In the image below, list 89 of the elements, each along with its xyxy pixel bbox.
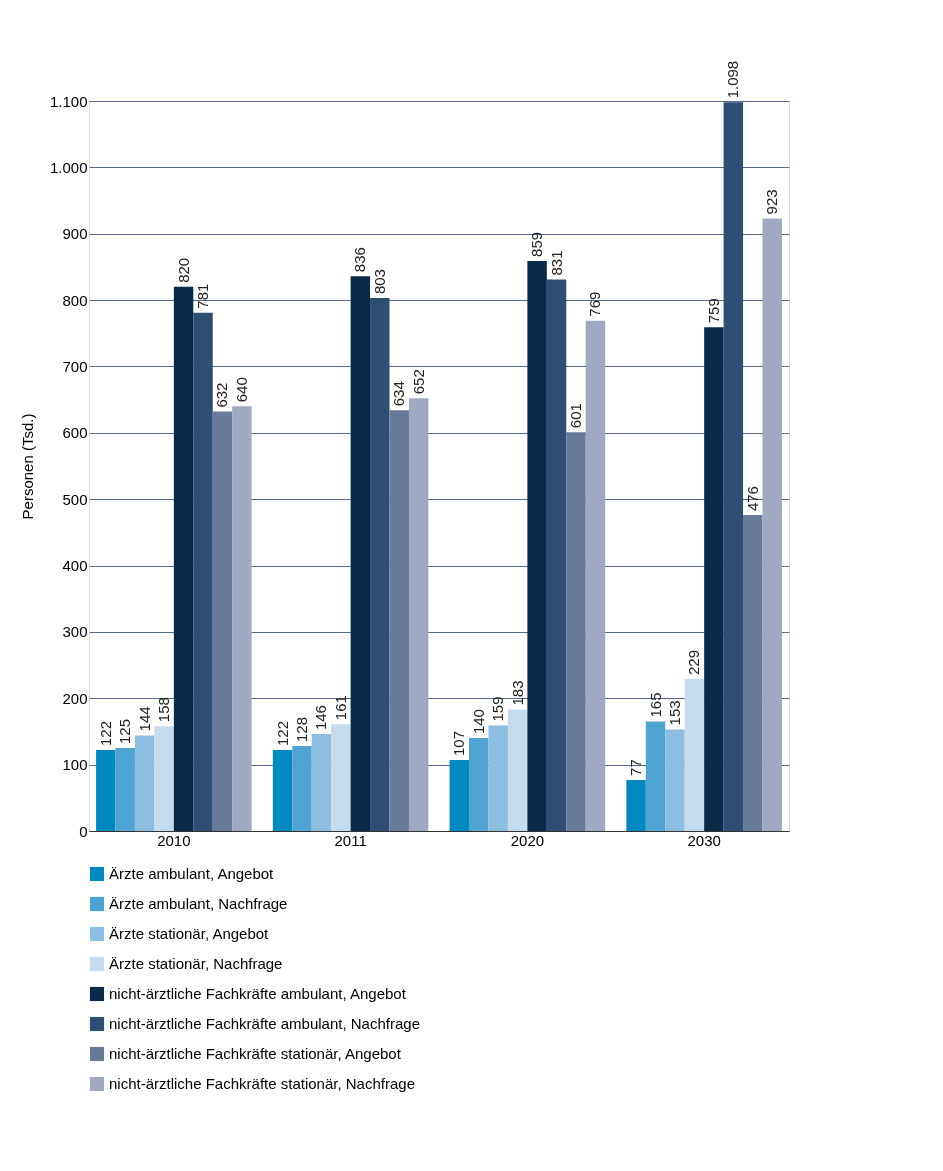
data-label: 128 — [293, 717, 311, 743]
bar — [645, 721, 666, 831]
legend-label: nicht-ärztliche Fachkräfte ambulant, Nachfrage — [109, 1015, 420, 1032]
data-label: 140 — [469, 709, 487, 735]
bar — [331, 724, 351, 831]
data-label: 1.098 — [724, 60, 742, 99]
bar — [154, 726, 174, 831]
legend-label: Ärzte ambulant, Nachfrage — [109, 895, 288, 912]
bar — [665, 729, 685, 831]
x-tick-label: 2020 — [510, 831, 545, 849]
bar — [134, 735, 155, 831]
bar — [370, 298, 390, 831]
data-label: 769 — [586, 291, 604, 317]
bar — [232, 406, 252, 831]
data-label: 634 — [390, 381, 408, 407]
bar — [527, 260, 547, 831]
bar — [96, 750, 116, 831]
data-label: 144 — [135, 706, 153, 732]
bar — [272, 750, 293, 831]
bar — [762, 218, 782, 831]
data-label: 158 — [155, 697, 173, 723]
data-label: 820 — [174, 257, 192, 283]
x-tick-label: 2030 — [687, 831, 721, 849]
data-label: 923 — [763, 189, 781, 215]
bar — [566, 432, 586, 831]
x-tick-label: 2010 — [157, 831, 191, 849]
data-label: 161 — [331, 695, 349, 721]
data-label: 77 — [627, 759, 645, 776]
bar — [723, 102, 744, 831]
y-tick-label: 1.100 — [49, 92, 88, 110]
y-tick-label: 1.000 — [49, 158, 88, 176]
y-tick-label: 700 — [62, 357, 88, 375]
data-label: 781 — [194, 283, 212, 309]
data-label: 146 — [312, 705, 330, 731]
legend-label: Ärzte ambulant, Angebot — [109, 865, 275, 882]
data-label: 165 — [646, 692, 664, 718]
y-axis-title: Personen (Tsd.) — [18, 413, 36, 520]
legend-label: nicht-ärztliche Fachkräfte stationär, Nachfrage — [109, 1075, 415, 1092]
bar — [212, 411, 233, 831]
y-tick-label: 200 — [62, 689, 88, 707]
data-label: 107 — [450, 730, 468, 756]
legend-label: nicht-ärztliche Fachkräfte ambulant, Angebot — [109, 985, 407, 1002]
y-tick-label: 100 — [62, 756, 88, 774]
data-label: 759 — [704, 298, 722, 324]
data-label: 859 — [528, 231, 546, 257]
bar — [292, 746, 312, 831]
data-label: 229 — [685, 650, 703, 676]
bar — [488, 725, 508, 831]
bar — [507, 709, 528, 831]
bar — [193, 312, 213, 831]
data-label: 652 — [409, 369, 427, 395]
data-label: 640 — [232, 377, 250, 403]
bar — [469, 738, 489, 831]
bar — [389, 410, 409, 831]
bar — [585, 320, 606, 831]
data-label: 122 — [96, 721, 114, 747]
legend-label: nicht-ärztliche Fachkräfte stationär, Angebot — [109, 1045, 402, 1062]
bar — [449, 759, 470, 831]
x-tick-label: 2011 — [334, 831, 367, 849]
bar — [173, 286, 194, 831]
data-label: 153 — [665, 700, 683, 726]
bar — [350, 276, 371, 831]
y-tick-label: 0 — [79, 822, 88, 840]
legend-label: Ärzte stationär, Nachfrage — [109, 955, 283, 972]
data-label: 836 — [351, 247, 369, 273]
data-label: 632 — [213, 382, 231, 408]
data-label: 122 — [273, 721, 291, 747]
y-tick-label: 800 — [62, 291, 88, 309]
data-label: 601 — [566, 403, 584, 429]
bar — [743, 515, 763, 831]
bar — [115, 748, 135, 831]
bar — [546, 279, 567, 831]
data-label: 183 — [508, 680, 526, 706]
legend-label: Ärzte stationär, Angebot — [109, 925, 270, 942]
data-label: 159 — [489, 696, 507, 722]
data-label: 803 — [370, 269, 388, 295]
bar — [626, 779, 646, 831]
bar — [408, 398, 429, 831]
bar — [704, 327, 724, 831]
y-tick-label: 600 — [62, 424, 88, 442]
data-label: 831 — [547, 250, 565, 276]
y-tick-label: 300 — [62, 623, 88, 641]
bar — [311, 734, 332, 831]
bar — [684, 679, 705, 831]
y-tick-label: 900 — [62, 225, 88, 243]
y-tick-label: 500 — [62, 490, 88, 508]
data-label: 125 — [116, 719, 134, 745]
y-tick-label: 400 — [62, 557, 88, 575]
data-label: 476 — [743, 486, 761, 512]
